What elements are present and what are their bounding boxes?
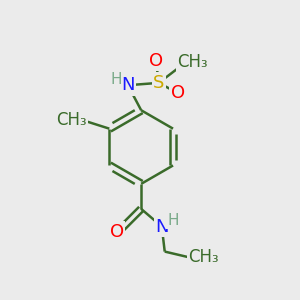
Text: N: N (121, 76, 135, 94)
Text: CH₃: CH₃ (177, 53, 208, 71)
Text: CH₃: CH₃ (56, 111, 86, 129)
Text: O: O (110, 223, 124, 241)
Text: H: H (167, 213, 179, 228)
Text: O: O (171, 84, 185, 102)
Text: S: S (153, 74, 164, 92)
Text: O: O (149, 52, 163, 70)
Text: N: N (155, 218, 169, 236)
Text: H: H (110, 72, 122, 87)
Text: CH₃: CH₃ (189, 248, 219, 266)
